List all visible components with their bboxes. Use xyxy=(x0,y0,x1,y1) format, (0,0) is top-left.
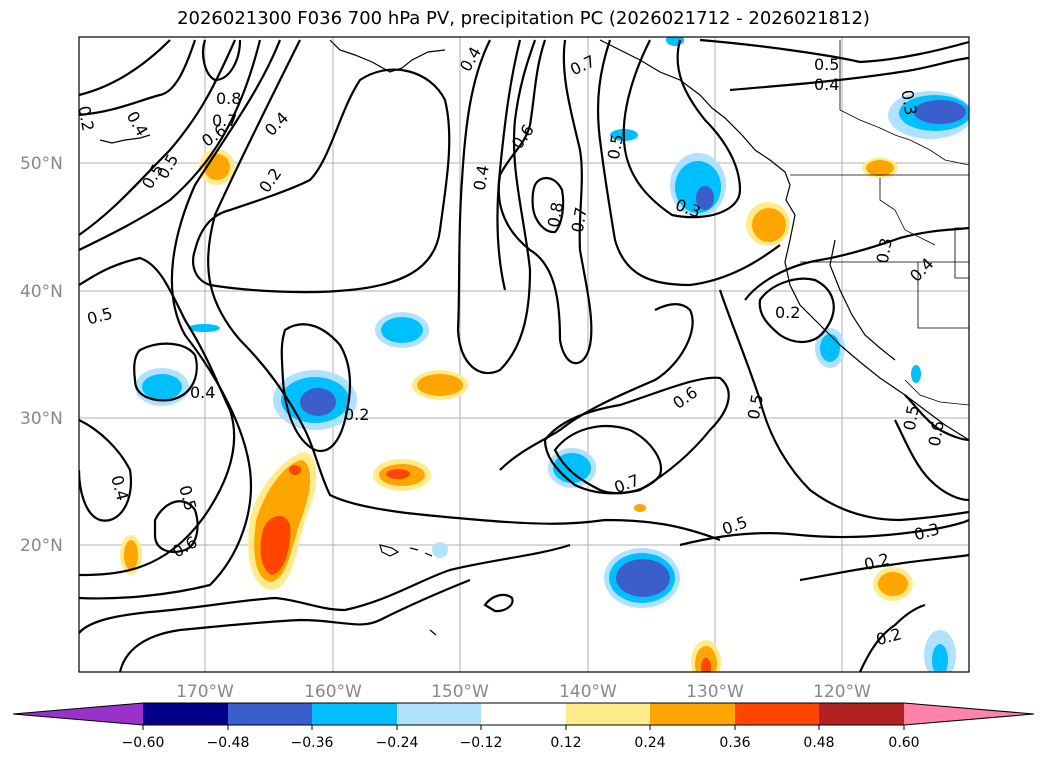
colorbar-segment xyxy=(819,703,904,725)
lon-label: 150°W xyxy=(431,682,489,702)
gridlines xyxy=(79,37,969,672)
colorbar-segment xyxy=(312,703,397,725)
lat-label: 50°N xyxy=(20,154,63,174)
contour-label: 0.5 xyxy=(604,133,627,161)
lat-label: 40°N xyxy=(20,282,63,302)
contour-label: 0.2 xyxy=(344,405,369,424)
contour-label: 0.5 xyxy=(814,55,839,74)
colorbar: −0.60 −0.48 −0.36 −0.24 −0.12 0.12 0.24 … xyxy=(12,702,1035,751)
contour-label: 0.7 xyxy=(212,111,237,130)
pos-blob-tiny xyxy=(634,504,646,512)
contour-label: 0.3 xyxy=(897,88,920,116)
colorbar-ticks xyxy=(142,725,905,730)
pv-contours xyxy=(79,38,969,672)
contour-label: 0.4 xyxy=(814,75,839,94)
pos-blob-central xyxy=(412,370,468,400)
colorbar-segment xyxy=(228,703,312,725)
contour-label: 0.6 xyxy=(925,419,948,447)
pos-blob-bottom xyxy=(691,640,721,672)
map-frame xyxy=(78,36,970,673)
colorbar-segment xyxy=(143,703,228,725)
colorbar-segment xyxy=(650,703,735,725)
chart-title: 2026021300 F036 700 hPa PV, precipitatio… xyxy=(177,8,870,29)
colorbar-tick-label: 0.60 xyxy=(888,735,919,751)
neg-blob-top xyxy=(666,37,684,46)
contour-label: 0.8 xyxy=(216,89,241,108)
colorbar-tick-label: −0.12 xyxy=(460,735,503,751)
neg-blob-central xyxy=(273,370,357,430)
neg-blob-west xyxy=(135,368,189,406)
contour-label: 0.4 xyxy=(190,383,215,402)
contour-label: 0.2 xyxy=(74,104,97,132)
contour-label: 0.7 xyxy=(568,206,591,234)
lon-label: 170°W xyxy=(176,682,234,702)
colorbar-tick-label: 0.48 xyxy=(803,735,834,751)
contour-label: 0.3 xyxy=(873,236,896,264)
neg-blob-tiny xyxy=(432,542,448,558)
pos-blob-ne-small xyxy=(862,158,898,178)
lon-label: 140°W xyxy=(559,682,617,702)
lon-label: 160°W xyxy=(304,682,362,702)
pos-blob-far-east xyxy=(873,567,913,601)
precip-anomaly-blobs xyxy=(120,37,969,672)
neg-blob-baja xyxy=(815,328,845,368)
neg-blob-small2 xyxy=(188,324,220,332)
colorbar-tick-label: 0.36 xyxy=(719,735,750,751)
pos-blob-sw xyxy=(120,535,142,575)
colorbar-extend-high xyxy=(904,703,1034,725)
neg-blob-mexico xyxy=(911,365,921,383)
colorbar-tick-label: 0.12 xyxy=(550,735,581,751)
pos-blob-coast xyxy=(746,202,790,246)
colorbar-segment xyxy=(566,703,650,725)
pos-blob-south xyxy=(373,459,431,491)
colorbar-segment xyxy=(481,703,566,725)
lon-axis: 170°W 160°W 150°W 140°W 130°W 120°W xyxy=(176,682,871,702)
contour-label: 0.5 xyxy=(900,404,923,432)
lat-label: 30°N xyxy=(20,409,63,429)
coastlines xyxy=(99,39,969,636)
contour-label: 0.2 xyxy=(775,303,800,322)
lat-axis: 50°N 40°N 30°N 20°N xyxy=(20,154,63,556)
colorbar-tick-label: −0.48 xyxy=(207,735,250,751)
contour-label: 0.8 xyxy=(544,201,567,229)
colorbar-tick-label: 0.24 xyxy=(634,735,665,751)
lon-label: 130°W xyxy=(686,682,744,702)
lat-label: 20°N xyxy=(20,536,63,556)
pos-blob-nw xyxy=(199,149,235,185)
pos-blob-hawaii-band xyxy=(248,452,317,590)
lon-label: 120°W xyxy=(813,682,871,702)
colorbar-segment xyxy=(735,703,819,725)
neg-blob-mid xyxy=(375,312,429,348)
colorbar-tick-label: −0.24 xyxy=(376,735,419,751)
colorbar-segment xyxy=(397,703,481,725)
neg-blob-se-corner xyxy=(924,630,956,672)
neg-blob-ne xyxy=(888,91,969,139)
colorbar-extend-low xyxy=(13,703,143,725)
neg-blob-south-east xyxy=(604,548,680,608)
neg-blob-bc xyxy=(670,153,726,217)
colorbar-tick-label: −0.36 xyxy=(291,735,334,751)
contour-label: 0.5 xyxy=(744,393,767,421)
colorbar-tick-label: −0.60 xyxy=(122,735,165,751)
contour-label: 0.4 xyxy=(470,164,493,192)
